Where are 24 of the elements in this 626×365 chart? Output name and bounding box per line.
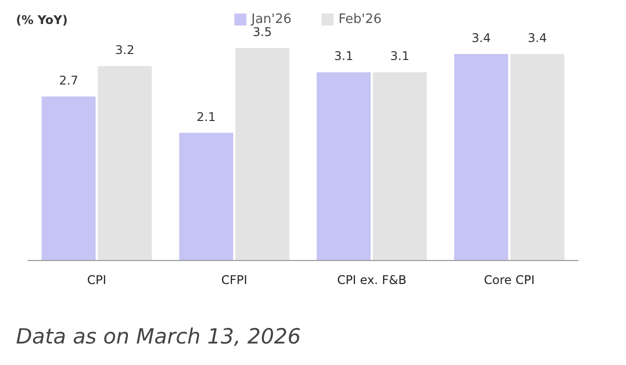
legend-label: Jan'26 <box>250 12 292 27</box>
data-label: 2.1 <box>196 110 216 124</box>
data-label: 3.1 <box>390 49 410 64</box>
data-label: 3.2 <box>115 43 134 58</box>
bar <box>372 72 427 260</box>
x-tick-label: Core CPI <box>484 273 535 287</box>
bar <box>454 54 508 260</box>
x-tick-label: CFPI <box>221 273 248 287</box>
x-tick-label: CPI ex. F&B <box>337 273 406 287</box>
x-tick-label: CPI <box>87 273 106 287</box>
data-label: 2.7 <box>59 73 78 88</box>
data-label: 3.5 <box>252 25 272 39</box>
bar <box>316 72 371 260</box>
text: Data as on March 13, 2026 <box>16 324 301 348</box>
bar <box>179 132 234 260</box>
bar <box>510 54 564 260</box>
bar <box>235 48 290 260</box>
legend-label: Feb'26 <box>338 12 382 27</box>
bar <box>42 96 96 260</box>
data-label: 3.4 <box>528 31 547 46</box>
y-axis-title: (% YoY) <box>16 13 68 27</box>
data-label: 3.4 <box>472 31 491 46</box>
data-label: 3.1 <box>334 49 354 64</box>
bar <box>98 66 152 260</box>
